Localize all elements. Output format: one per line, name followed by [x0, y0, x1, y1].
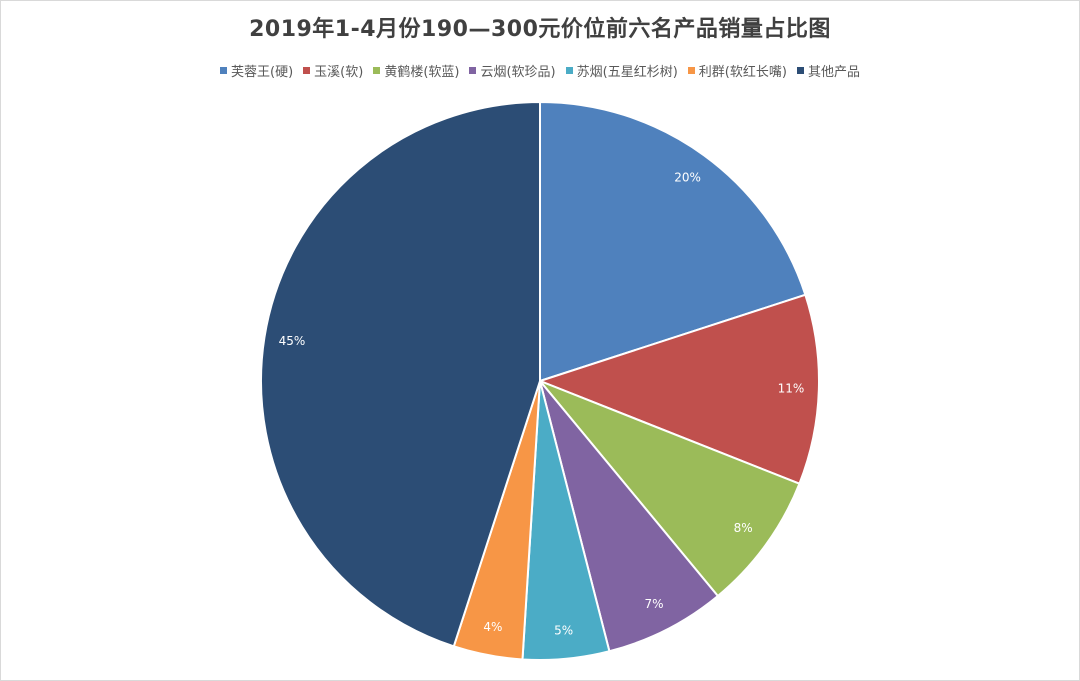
pie-slice [539, 380, 801, 598]
legend-swatch [220, 67, 228, 74]
legend-label: 利群(软红长嘴) [698, 65, 787, 80]
legend-swatch [303, 67, 311, 74]
slice-data-label: 5% [554, 623, 573, 637]
legend-swatch [796, 67, 804, 74]
slice-data-label: 11% [778, 381, 805, 395]
legend-item: 芙蓉王(硬) [220, 61, 293, 80]
legend-swatch [565, 67, 573, 74]
legend: 芙蓉王(硬) 玉溪(软) 黄鹤楼(软蓝) 云烟(软珍品) 苏烟(五星红杉树) 利群(软红长… [1, 61, 1079, 80]
legend-item: 苏烟(五星红杉树) [565, 61, 678, 80]
pie-slice [539, 380, 720, 653]
pie-slice [260, 100, 541, 648]
legend-item: 玉溪(软) [303, 61, 363, 80]
legend-label: 芙蓉王(硬) [231, 65, 294, 80]
slice-data-label: 20% [674, 170, 701, 184]
pie-slice [537, 293, 820, 486]
legend-label: 其他产品 [807, 65, 860, 80]
slice-data-label: 45% [279, 334, 306, 348]
legend-item: 其他产品 [796, 61, 860, 80]
chart-title: 2019年1-4月份190—300元价位前六名产品销量占比图 [249, 17, 831, 42]
slice-data-label: 7% [644, 597, 663, 611]
slice-data-label: 8% [734, 521, 753, 535]
legend-swatch [373, 67, 381, 74]
legend-item: 黄鹤楼(软蓝) [373, 61, 459, 80]
legend-label: 苏烟(五星红杉树) [576, 65, 678, 80]
legend-swatch [469, 67, 477, 74]
legend-label: 黄鹤楼(软蓝) [384, 65, 460, 80]
legend-item: 云烟(软珍品) [469, 61, 556, 80]
legend-swatch [687, 67, 695, 74]
legend-label: 玉溪(软) [314, 65, 364, 80]
legend-label: 云烟(软珍品) [480, 65, 556, 80]
pie-slice [539, 100, 807, 383]
slice-data-label: 4% [483, 620, 502, 634]
legend-item: 利群(软红长嘴) [687, 61, 787, 80]
